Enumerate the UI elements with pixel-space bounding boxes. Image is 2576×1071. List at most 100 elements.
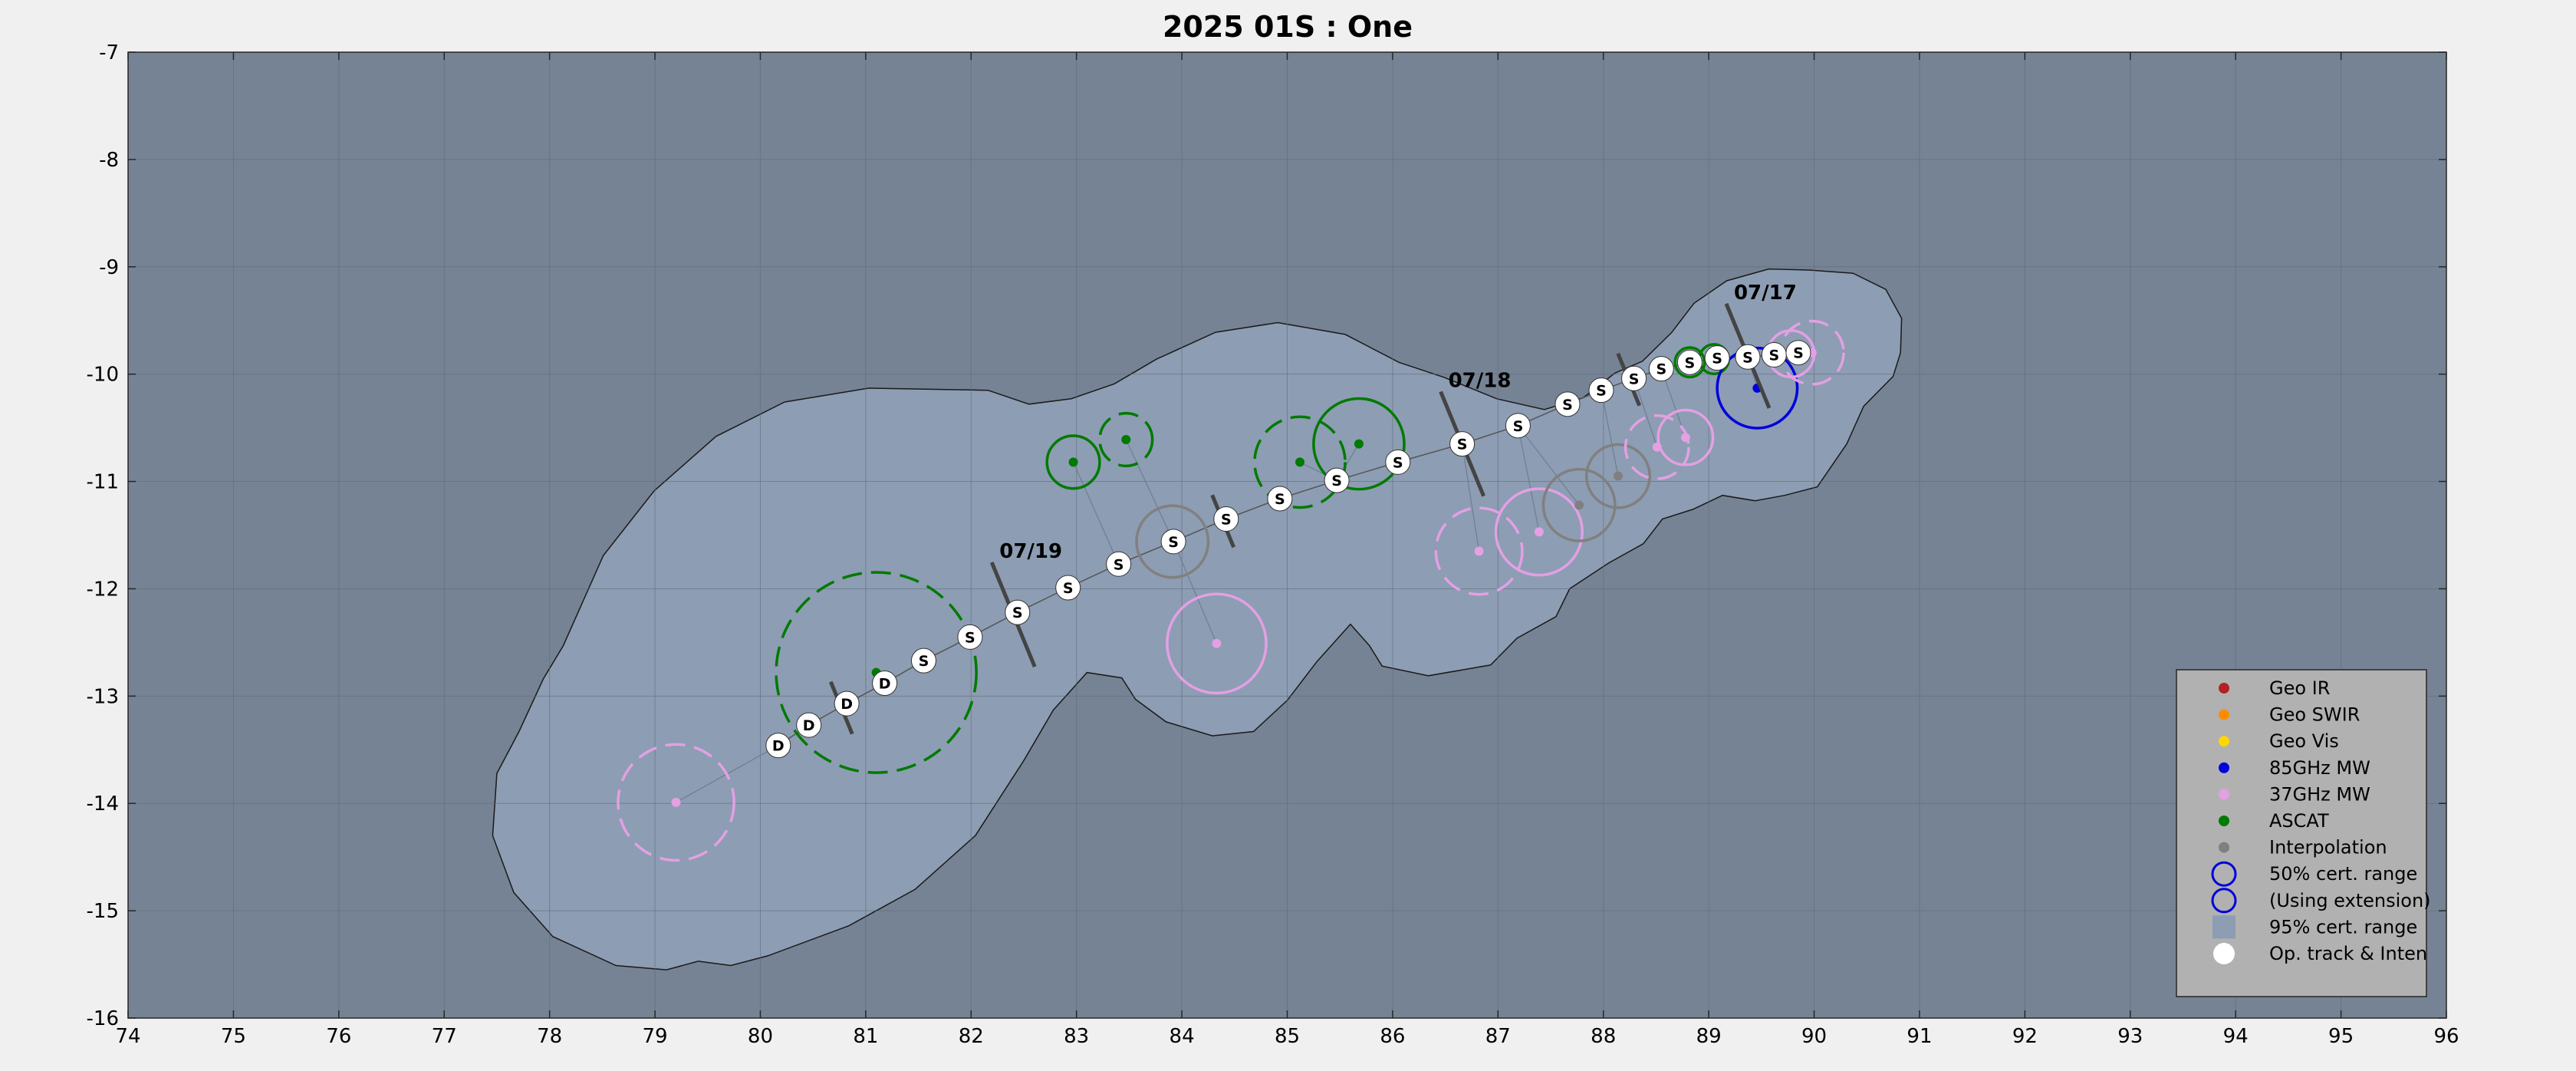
track-point bbox=[834, 690, 860, 717]
y-tick-label: -8 bbox=[99, 149, 119, 172]
track-point bbox=[1735, 344, 1761, 370]
mw37-fix-dot bbox=[1680, 433, 1690, 443]
ascat-fix-dot bbox=[1121, 434, 1131, 444]
legend-marker bbox=[2219, 762, 2229, 773]
x-tick-label: 93 bbox=[2117, 1025, 2143, 1048]
mw37-cert-circle bbox=[1166, 592, 1268, 695]
track-point-label: S bbox=[1457, 437, 1468, 453]
legend-marker bbox=[2213, 943, 2235, 964]
track-point-label: S bbox=[1168, 534, 1179, 551]
track-point bbox=[1588, 377, 1614, 404]
legend-label: (Using extension) bbox=[2269, 890, 2431, 911]
x-tick-label: 86 bbox=[1380, 1025, 1405, 1048]
track-point bbox=[872, 671, 898, 697]
x-tick-label: 79 bbox=[642, 1025, 667, 1048]
track-point-label: D bbox=[879, 676, 891, 693]
y-tick-label: -12 bbox=[87, 578, 119, 601]
fix-connector-line bbox=[1517, 425, 1540, 532]
legend-label: 85GHz MW bbox=[2269, 757, 2370, 779]
y-tick-label: -16 bbox=[87, 1007, 119, 1030]
x-tick-label: 89 bbox=[1696, 1025, 1722, 1048]
mw37-fix-dot bbox=[1474, 546, 1484, 556]
track-point-label: S bbox=[1596, 383, 1607, 400]
x-tick-label: 95 bbox=[2328, 1025, 2354, 1048]
legend-marker bbox=[2219, 842, 2229, 853]
track-point-label: S bbox=[1793, 345, 1804, 362]
date-label: 07/17 bbox=[1734, 282, 1797, 305]
track-point bbox=[1213, 506, 1239, 532]
legend-marker bbox=[2219, 736, 2229, 747]
x-tick-label: 77 bbox=[432, 1025, 457, 1048]
mw37-cert-circle bbox=[617, 743, 735, 862]
date-label: 07/19 bbox=[999, 540, 1062, 563]
track-point-label: S bbox=[1685, 354, 1696, 371]
track-point bbox=[796, 712, 822, 738]
track-point-label: S bbox=[1114, 556, 1124, 573]
legend-box bbox=[2176, 669, 2427, 997]
track-point bbox=[957, 624, 983, 650]
mw37-fix-dot bbox=[1534, 527, 1544, 537]
track-point-label: S bbox=[1768, 347, 1779, 364]
x-tick-label: 80 bbox=[748, 1025, 773, 1048]
track-point-label: D bbox=[841, 696, 853, 713]
track-point-label: S bbox=[965, 629, 975, 646]
x-tick-label: 87 bbox=[1485, 1025, 1511, 1048]
fix-connector-line bbox=[1173, 541, 1217, 644]
y-tick-label: -10 bbox=[87, 364, 119, 387]
ascat-cert-circle bbox=[1253, 415, 1347, 509]
track-point-label: D bbox=[772, 738, 785, 755]
ascat-cert-circle bbox=[1312, 397, 1406, 491]
x-tick-label: 82 bbox=[959, 1025, 984, 1048]
x-tick-label: 84 bbox=[1170, 1025, 1195, 1048]
legend-marker bbox=[2219, 709, 2229, 720]
x-tick-label: 75 bbox=[221, 1025, 246, 1048]
legend-label: Geo Vis bbox=[2269, 730, 2339, 752]
track-point-label: S bbox=[1513, 418, 1524, 435]
legend: Geo IR Geo SWIR Geo Vis 85GHz MW 37GHz MW ASC… bbox=[2176, 669, 2431, 997]
track-point-label: S bbox=[1331, 473, 1342, 489]
interp-fix-dot bbox=[1574, 500, 1584, 510]
interp-fix-dot bbox=[1613, 471, 1623, 481]
interp-cert-circle bbox=[1135, 504, 1210, 579]
cert95-region bbox=[492, 268, 1903, 970]
track-point-label: S bbox=[1221, 512, 1232, 529]
legend-marker bbox=[2211, 888, 2237, 914]
track-point bbox=[1785, 340, 1811, 366]
x-tick-label: 94 bbox=[2223, 1025, 2249, 1048]
legend-label: 50% cert. range bbox=[2269, 863, 2417, 885]
y-tick-label: -14 bbox=[87, 793, 119, 816]
ascat-cert-circle bbox=[1673, 346, 1706, 379]
track-point bbox=[910, 648, 936, 674]
legend-marker bbox=[2219, 683, 2229, 694]
ascat-cert-circle bbox=[1045, 434, 1101, 490]
y-tick-label: -13 bbox=[87, 685, 119, 708]
track-point bbox=[1676, 349, 1703, 375]
track-point bbox=[1449, 431, 1476, 457]
track-point bbox=[1106, 551, 1132, 577]
mw37-cert-circle bbox=[1434, 506, 1524, 596]
ascat-fix-dot bbox=[1295, 457, 1304, 467]
y-tick-label: -9 bbox=[99, 256, 119, 279]
chart-title: 2025 01S : One bbox=[1163, 10, 1413, 44]
track-point-label: D bbox=[803, 717, 815, 734]
track-point bbox=[1704, 345, 1730, 371]
legend-label: 37GHz MW bbox=[2269, 783, 2370, 805]
mw37-cert-circle bbox=[1624, 414, 1690, 480]
x-tick-label: 78 bbox=[537, 1025, 562, 1048]
legend-marker bbox=[2219, 816, 2229, 826]
fix-connector-line bbox=[1125, 439, 1174, 542]
x-tick-label: 90 bbox=[1801, 1025, 1827, 1048]
fix-connector-line bbox=[1601, 390, 1619, 476]
y-tick-label: -7 bbox=[99, 41, 119, 64]
legend-label: Geo IR bbox=[2269, 677, 2330, 699]
interp-cert-circle bbox=[1584, 443, 1651, 509]
track-point-label: S bbox=[1012, 605, 1023, 621]
track-point bbox=[1505, 413, 1531, 439]
ascat-cert-circle bbox=[775, 571, 978, 774]
track-point-label: S bbox=[1393, 454, 1403, 471]
legend-marker bbox=[2219, 789, 2229, 800]
ascat-fix-dot bbox=[1068, 457, 1078, 467]
legend-label: 95% cert. range bbox=[2269, 916, 2417, 938]
mw85-cert-circle bbox=[1716, 346, 1799, 430]
x-tick-label: 74 bbox=[115, 1025, 140, 1048]
